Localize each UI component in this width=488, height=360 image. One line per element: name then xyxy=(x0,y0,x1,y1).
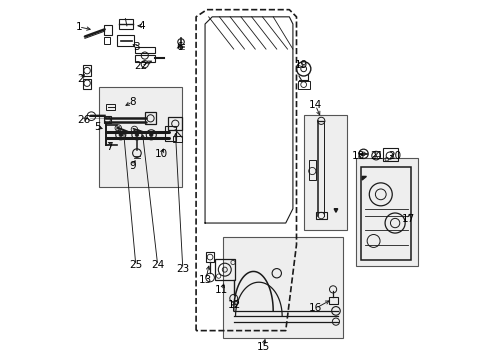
Bar xyxy=(303,116,346,230)
Bar xyxy=(223,237,343,338)
Text: 5: 5 xyxy=(94,122,101,132)
Text: 9: 9 xyxy=(129,161,136,171)
Bar xyxy=(83,78,91,89)
Text: 7: 7 xyxy=(105,142,112,152)
Bar xyxy=(104,37,110,44)
Bar xyxy=(99,87,182,187)
Text: 14: 14 xyxy=(308,100,322,111)
Text: 11: 11 xyxy=(215,285,228,296)
Text: 20: 20 xyxy=(387,150,400,161)
Bar xyxy=(315,212,326,220)
Text: 26: 26 xyxy=(77,115,90,125)
Text: 19: 19 xyxy=(294,60,307,70)
Text: 21: 21 xyxy=(369,150,382,161)
Bar xyxy=(308,160,315,180)
Bar xyxy=(119,19,133,30)
Text: 12: 12 xyxy=(227,300,241,310)
Bar xyxy=(328,297,337,304)
Circle shape xyxy=(135,133,139,136)
Text: 3: 3 xyxy=(133,42,140,51)
Bar xyxy=(168,117,182,130)
Circle shape xyxy=(119,133,122,136)
Bar xyxy=(135,46,155,53)
Text: 13: 13 xyxy=(199,275,212,285)
Bar xyxy=(144,112,156,125)
Text: 2: 2 xyxy=(78,74,84,84)
Bar xyxy=(297,81,309,89)
Text: 1: 1 xyxy=(75,22,82,32)
Text: 24: 24 xyxy=(151,260,164,270)
Text: 17: 17 xyxy=(401,214,414,224)
Bar xyxy=(164,126,175,140)
Bar xyxy=(104,116,111,123)
Bar xyxy=(106,104,115,110)
Text: 18: 18 xyxy=(351,150,365,161)
Text: 15: 15 xyxy=(256,342,269,352)
Text: 25: 25 xyxy=(129,260,142,270)
Bar xyxy=(206,252,214,262)
Polygon shape xyxy=(362,176,366,180)
Text: 23: 23 xyxy=(176,264,189,274)
Text: 4: 4 xyxy=(138,21,144,31)
Polygon shape xyxy=(333,209,337,212)
Text: 6: 6 xyxy=(176,42,182,52)
Text: 22: 22 xyxy=(134,61,147,71)
Bar xyxy=(135,55,155,62)
Text: 10: 10 xyxy=(154,149,167,159)
Text: 8: 8 xyxy=(129,97,136,107)
Bar xyxy=(360,167,410,260)
Circle shape xyxy=(149,133,153,136)
Bar xyxy=(355,158,418,266)
Bar xyxy=(383,148,397,161)
Bar xyxy=(104,25,112,35)
Text: 16: 16 xyxy=(308,303,322,314)
Bar xyxy=(172,136,182,142)
Bar xyxy=(83,65,91,76)
Bar xyxy=(215,259,234,280)
Bar xyxy=(117,36,134,45)
